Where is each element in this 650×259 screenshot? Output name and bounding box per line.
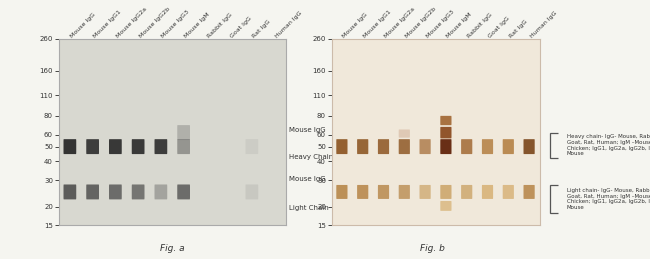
Text: Fig. b: Fig. b — [420, 244, 445, 253]
Text: Heavy Chain: Heavy Chain — [289, 154, 333, 160]
FancyBboxPatch shape — [440, 185, 452, 199]
FancyBboxPatch shape — [109, 184, 122, 199]
FancyBboxPatch shape — [461, 139, 473, 154]
Text: Fig. a: Fig. a — [160, 244, 185, 253]
FancyBboxPatch shape — [378, 185, 389, 199]
FancyBboxPatch shape — [177, 139, 190, 154]
FancyBboxPatch shape — [155, 139, 167, 154]
Text: Mouse IgM: Mouse IgM — [183, 12, 211, 39]
FancyBboxPatch shape — [357, 185, 369, 199]
Text: Mouse IgG2a: Mouse IgG2a — [384, 6, 416, 39]
Text: Rabbit IgG: Rabbit IgG — [467, 12, 493, 39]
FancyBboxPatch shape — [132, 184, 144, 199]
FancyBboxPatch shape — [86, 139, 99, 154]
FancyBboxPatch shape — [419, 185, 431, 199]
Text: Human IgG: Human IgG — [529, 10, 558, 39]
Text: Rabbit IgG: Rabbit IgG — [206, 12, 233, 39]
Text: Light Chain: Light Chain — [289, 205, 329, 211]
FancyBboxPatch shape — [357, 139, 369, 154]
Text: Mouse IgG1: Mouse IgG1 — [363, 9, 393, 39]
FancyBboxPatch shape — [155, 184, 167, 199]
FancyBboxPatch shape — [177, 184, 190, 199]
Text: Mouse IgG: Mouse IgG — [289, 127, 326, 133]
FancyBboxPatch shape — [482, 185, 493, 199]
FancyBboxPatch shape — [523, 185, 535, 199]
Text: Rat IgG: Rat IgG — [252, 19, 272, 39]
FancyBboxPatch shape — [482, 139, 493, 154]
Text: Mouse IgG3: Mouse IgG3 — [161, 9, 190, 39]
FancyBboxPatch shape — [64, 184, 76, 199]
FancyBboxPatch shape — [109, 139, 122, 154]
FancyBboxPatch shape — [502, 185, 514, 199]
Text: Heavy chain- IgG- Mouse, Rabbit,
Goat, Rat, Human; IgM –Mouse; IgY-
Chicken; IgG: Heavy chain- IgG- Mouse, Rabbit, Goat, R… — [567, 134, 650, 156]
Text: Mouse IgG2b: Mouse IgG2b — [404, 6, 437, 39]
Text: Mouse IgM: Mouse IgM — [446, 12, 473, 39]
Text: Mouse IgG1: Mouse IgG1 — [92, 9, 122, 39]
FancyBboxPatch shape — [246, 184, 258, 199]
Text: Rat IgG: Rat IgG — [508, 19, 528, 39]
FancyBboxPatch shape — [177, 125, 190, 140]
FancyBboxPatch shape — [86, 184, 99, 199]
Text: Human IgG: Human IgG — [274, 10, 304, 39]
FancyBboxPatch shape — [64, 139, 76, 154]
Text: Goat IgG: Goat IgG — [488, 16, 511, 39]
Text: Mouse IgG2b: Mouse IgG2b — [138, 6, 171, 39]
Text: Goat IgG: Goat IgG — [229, 16, 252, 39]
FancyBboxPatch shape — [440, 201, 452, 211]
FancyBboxPatch shape — [440, 116, 452, 125]
FancyBboxPatch shape — [398, 130, 410, 138]
Text: Light chain- IgG- Mouse, Rabbit,
Goat, Rat, Human; IgM –Mouse; IgY-
Chicken; IgG: Light chain- IgG- Mouse, Rabbit, Goat, R… — [567, 188, 650, 210]
Text: Mouse IgG: Mouse IgG — [70, 12, 97, 39]
Text: Mouse IgG: Mouse IgG — [342, 12, 369, 39]
FancyBboxPatch shape — [132, 139, 144, 154]
FancyBboxPatch shape — [461, 185, 473, 199]
FancyBboxPatch shape — [336, 185, 348, 199]
FancyBboxPatch shape — [398, 139, 410, 154]
FancyBboxPatch shape — [419, 139, 431, 154]
FancyBboxPatch shape — [398, 185, 410, 199]
FancyBboxPatch shape — [523, 139, 535, 154]
FancyBboxPatch shape — [246, 139, 258, 154]
FancyBboxPatch shape — [378, 139, 389, 154]
Text: Mouse IgG2a: Mouse IgG2a — [116, 6, 148, 39]
FancyBboxPatch shape — [440, 127, 452, 138]
Text: Mouse IgG: Mouse IgG — [289, 176, 326, 182]
Text: Mouse IgG3: Mouse IgG3 — [425, 9, 455, 39]
FancyBboxPatch shape — [336, 139, 348, 154]
FancyBboxPatch shape — [502, 139, 514, 154]
FancyBboxPatch shape — [440, 139, 452, 154]
